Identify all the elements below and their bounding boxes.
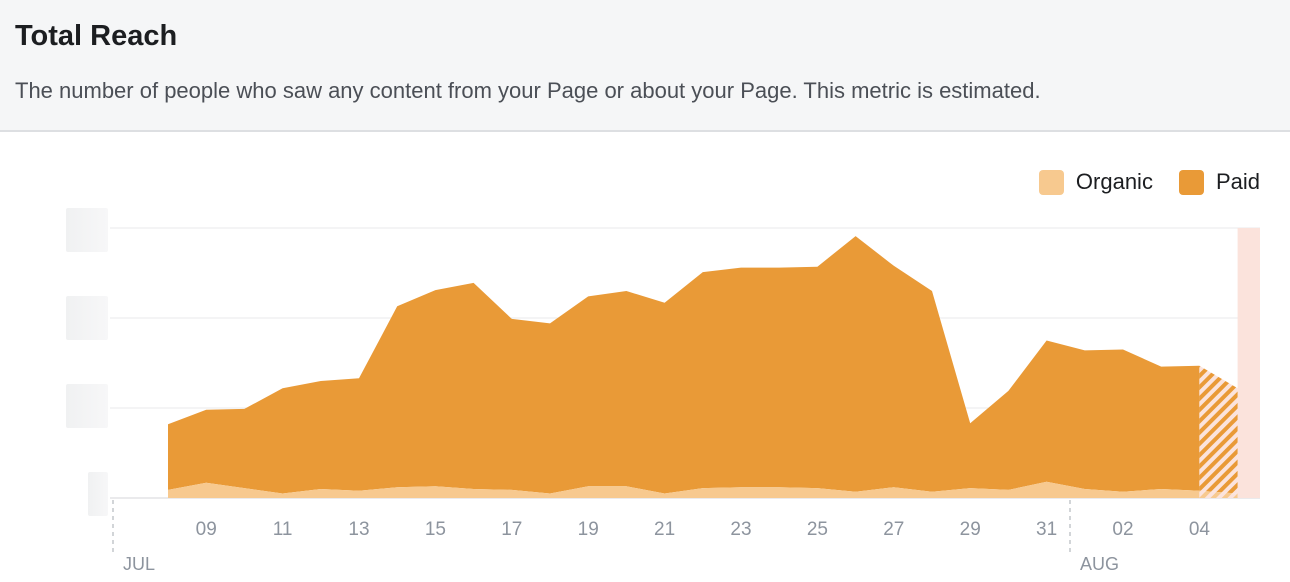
organic-series-area-estimated	[1199, 490, 1238, 498]
x-tick-label: 31	[1036, 519, 1057, 540]
y-axis-label-placeholder	[66, 208, 108, 252]
paid-series-area-estimated	[1199, 365, 1238, 494]
x-tick-label: 23	[730, 519, 751, 540]
estimated-period-band	[1237, 228, 1260, 498]
legend-label-organic: Organic	[1075, 169, 1153, 194]
y-axis-label-placeholder	[66, 296, 108, 340]
chart-description: The number of people who saw any content…	[15, 78, 1041, 103]
legend-swatch-organic	[1038, 169, 1064, 195]
y-axis-label-placeholder	[88, 472, 108, 516]
estimated-band	[1237, 228, 1260, 498]
legend-item-paid[interactable]: Paid	[1178, 169, 1260, 195]
x-tick-label: 19	[578, 519, 599, 540]
x-tick-label: 17	[501, 519, 522, 540]
x-tick-label: 15	[425, 519, 446, 540]
y-axis-label-placeholder	[66, 384, 108, 428]
month-label-jul: JUL	[123, 554, 155, 574]
paid-series-area	[168, 236, 1200, 494]
month-label-aug: AUG	[1080, 554, 1119, 574]
x-tick-label: 25	[807, 519, 828, 540]
x-tick-label: 04	[1189, 519, 1211, 540]
x-tick-label: 29	[960, 519, 981, 540]
chart-header: Total Reach The number of people who saw…	[0, 0, 1290, 132]
x-tick-label: 21	[654, 519, 675, 540]
x-tick-label: 09	[196, 519, 217, 540]
legend-swatch-paid	[1178, 169, 1204, 195]
area-series	[168, 236, 1238, 498]
x-axis: 09 11 13 15 17 19 21 23 25 27 29 31 02 04 JUL AUG	[112, 500, 1211, 574]
x-tick-label: 11	[273, 519, 293, 540]
chart-legend: Organic Paid	[1038, 168, 1260, 196]
organic-series-area	[168, 481, 1200, 498]
legend-item-organic[interactable]: Organic	[1038, 169, 1153, 195]
x-tick-label: 27	[883, 519, 904, 540]
x-tick-label: 02	[1112, 519, 1133, 540]
chart-title: Total Reach	[15, 20, 178, 52]
legend-label-paid: Paid	[1215, 169, 1260, 194]
x-tick-label: 13	[348, 519, 369, 540]
